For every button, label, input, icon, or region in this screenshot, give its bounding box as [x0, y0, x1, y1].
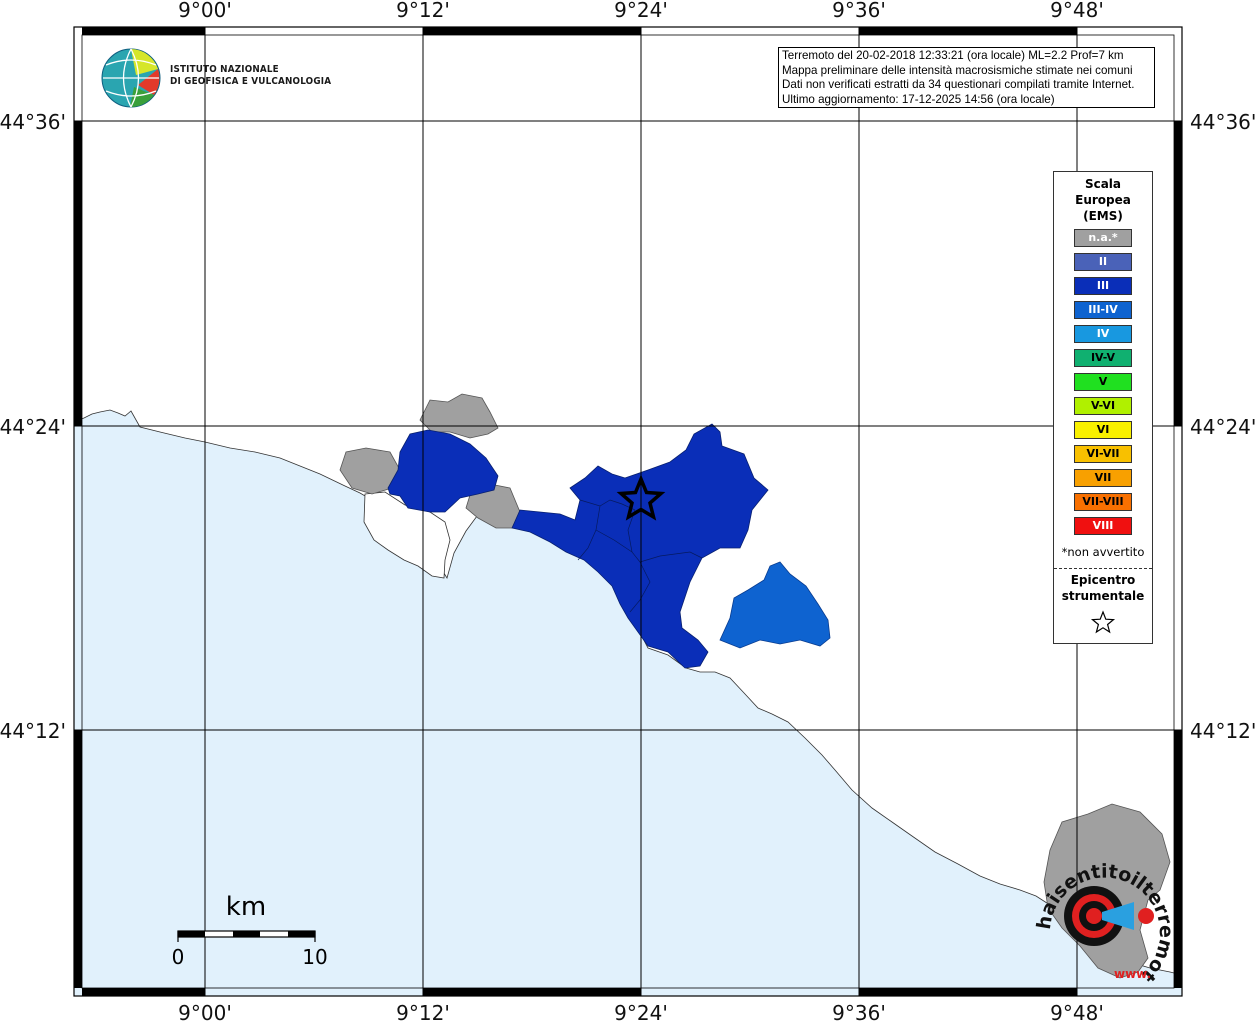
legend-star-icon [1090, 610, 1116, 634]
event-info-box: Terremoto del 20-02-2018 12:33:21 (ora l… [778, 47, 1155, 108]
legend-swatch: III [1074, 277, 1132, 295]
legend-separator [1054, 568, 1152, 569]
lon-tick-top: 9°12' [396, 0, 450, 22]
lon-tick-bottom: 9°00' [178, 1001, 232, 1024]
legend-swatch: VII-VIII [1074, 493, 1132, 511]
lon-ticks-top: 9°00' 9°12' 9°24' 9°36' 9°48' [178, 0, 1104, 22]
lat-tick-right: 44°36' [1190, 110, 1255, 134]
ingv-logo: ISTITUTO NAZIONALE DI GEOFISICA E VULCAN… [100, 47, 331, 111]
commune-iii-1 [387, 429, 499, 513]
graticule [74, 27, 1182, 996]
lat-tick-right: 44°24' [1190, 415, 1255, 439]
lon-ticks-bottom: 9°00' 9°12' 9°24' 9°36' 9°48' [178, 1001, 1104, 1024]
scale-bar-start: 0 [172, 945, 185, 969]
epicenter-star-icon [616, 474, 666, 521]
logo-line-1: ISTITUTO NAZIONALE [170, 64, 279, 75]
legend-swatch: n.a.* [1074, 229, 1132, 247]
ems-legend: Scala Europea (EMS) n.a.* II III III-IV IV IV… [1053, 171, 1153, 644]
haisentito-badge-icon: haisentitoilterremoto.it www. [1030, 860, 1177, 987]
event-info-line: Dati non verificati estratti da 34 quest… [782, 78, 1135, 91]
legend-swatch: VI-VII [1074, 445, 1132, 463]
scale-bar: km 0 10 [172, 892, 328, 969]
legend-title-line: (EMS) [1083, 209, 1123, 223]
legend-swatch: V [1074, 373, 1132, 391]
lat-ticks-right: 44°36' 44°24' 44°12' [1190, 110, 1255, 743]
lon-tick-top: 9°48' [1050, 0, 1104, 22]
legend-swatch: IV-V [1074, 349, 1132, 367]
legend-note: *non avvertito [1061, 545, 1145, 559]
lon-tick-top: 9°00' [178, 0, 232, 22]
lon-tick-bottom: 9°48' [1050, 1001, 1104, 1024]
lat-tick-left: 44°24' [0, 415, 66, 439]
scale-bar-unit: km [226, 892, 266, 922]
legend-swatch: VII [1074, 469, 1132, 487]
lat-tick-right: 44°12' [1190, 719, 1255, 743]
legend-title-line: Europea [1075, 193, 1131, 207]
badge-prefix: www. [1114, 967, 1151, 981]
legend-swatch: IV [1074, 325, 1132, 343]
legend-epicenter-label: Epicentro strumentale [1054, 572, 1152, 604]
legend-epicenter-line: strumentale [1061, 589, 1145, 603]
ingv-logo-text: ISTITUTO NAZIONALE DI GEOFISICA E VULCAN… [170, 64, 331, 88]
lat-ticks-left: 44°36' 44°24' 44°12' [0, 110, 66, 743]
lat-tick-left: 44°12' [0, 719, 66, 743]
lat-tick-left: 44°36' [0, 110, 66, 134]
legend-title-line: Scala [1084, 177, 1122, 191]
legend-swatch: II [1074, 253, 1132, 271]
commune-borders [577, 499, 703, 613]
commune-iii-iv [719, 561, 831, 649]
commune-iii-2 [511, 423, 769, 669]
legend-epicenter-line: Epicentro [1070, 573, 1136, 587]
lon-tick-bottom: 9°12' [396, 1001, 450, 1024]
ingv-globe-icon [101, 48, 161, 108]
lon-tick-top: 9°36' [832, 0, 886, 22]
lon-tick-bottom: 9°36' [832, 1001, 886, 1024]
logo-line-2: DI GEOFISICA E VULCANOLOGIA [170, 76, 332, 87]
legend-title: Scala Europea (EMS) [1054, 176, 1152, 224]
commune-na-1 [419, 393, 499, 439]
frame-checker [74, 27, 1182, 996]
legend-swatch: VI [1074, 421, 1132, 439]
legend-swatch: III-IV [1074, 301, 1132, 319]
event-info-line: Terremoto del 20-02-2018 12:33:21 (ora l… [782, 49, 1124, 62]
legend-swatch: V-VI [1074, 397, 1132, 415]
legend-swatch: VIII [1074, 517, 1132, 535]
event-info-line: Mappa preliminare delle intensità macros… [782, 63, 1133, 77]
lon-tick-top: 9°24' [614, 0, 668, 22]
event-info-line: Ultimo aggiornamento: 17-12-2025 14:56 (… [782, 92, 1055, 106]
lon-tick-bottom: 9°24' [614, 1001, 668, 1024]
scale-bar-end: 10 [302, 945, 327, 969]
